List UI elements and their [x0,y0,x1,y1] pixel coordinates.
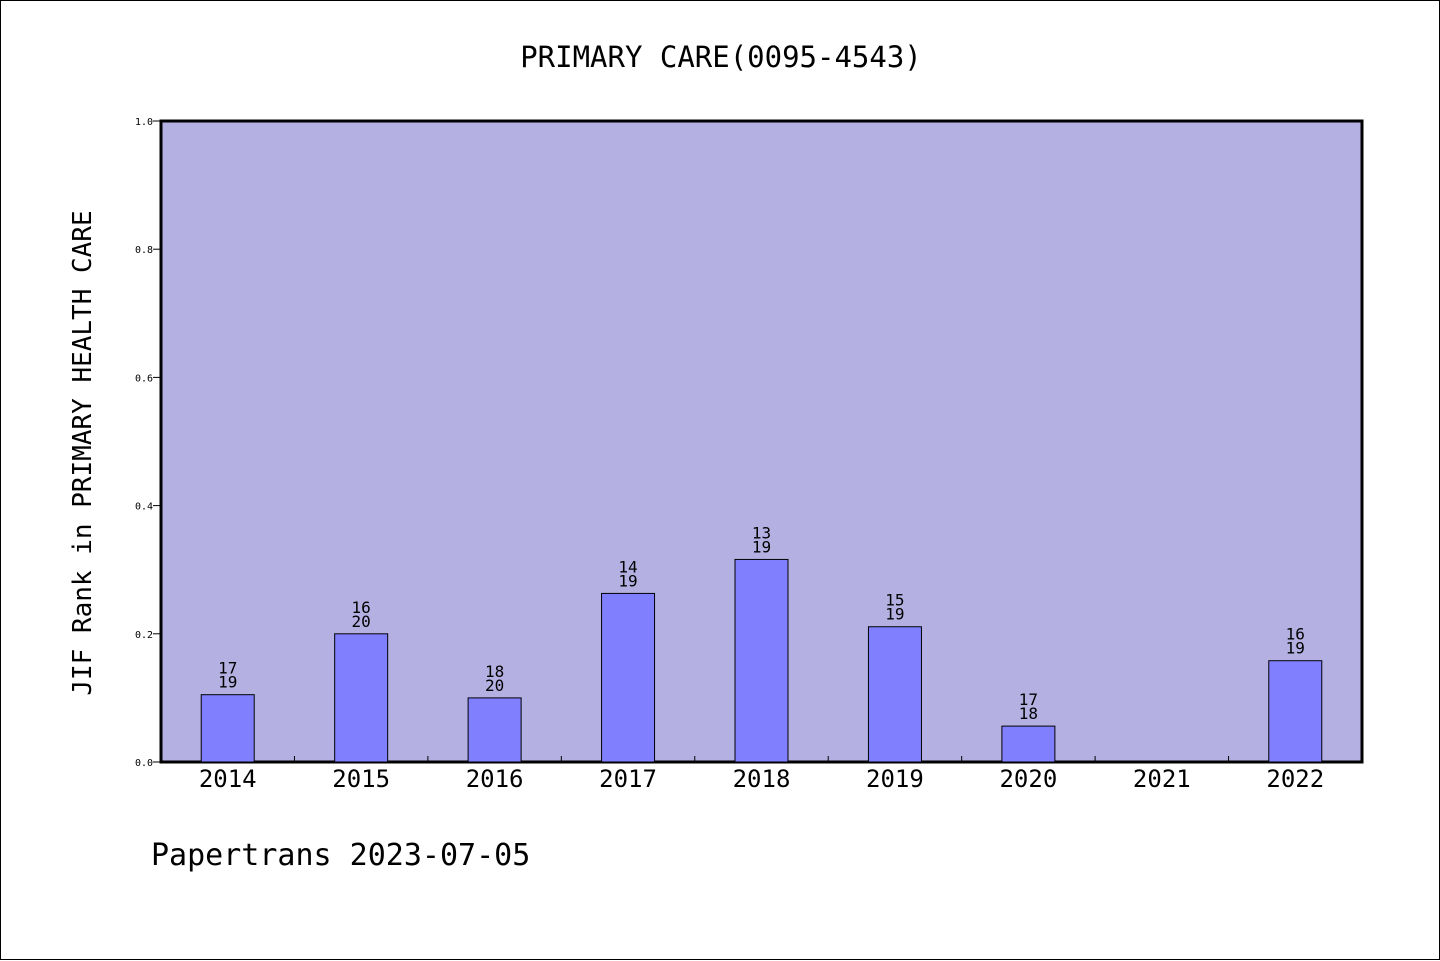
bar-total-label: 19 [885,605,904,624]
bar-2020 [1001,725,1056,763]
bar-2017 [601,592,656,763]
x-tick-label: 2018 [733,765,791,793]
y-tick-label: 0.6 [135,373,153,384]
bar-total-label: 20 [352,612,371,631]
y-tick-label: 0.8 [135,245,153,256]
bar-total-label: 19 [752,537,771,556]
y-tick-label: 0.2 [135,630,153,641]
bar-rank-label: 16 [352,598,371,617]
bar-rank-label: 17 [218,659,237,678]
bar-rank-label: 13 [752,523,771,542]
bar-rank-label: 18 [485,662,504,681]
bar-2018 [734,558,789,763]
bars [200,558,1323,763]
bar-total-label: 20 [485,676,504,695]
x-tick-label: 2016 [466,765,524,793]
x-tick-label: 2019 [866,765,924,793]
bar-total-label: 19 [218,673,237,692]
chart-title: PRIMARY CARE(0095-4543) [520,40,922,74]
bar-total-label: 19 [1286,639,1305,658]
y-tick-label: 0.4 [135,502,153,513]
x-tick-label: 2022 [1266,765,1324,793]
bar-rank-label: 16 [1286,625,1305,644]
bar-rank-label: 15 [885,591,904,610]
y-axis-title: JIF Rank in PRIMARY HEALTH CARE [68,210,98,695]
y-tick-label: 1.0 [135,117,153,128]
x-tick-label: 2017 [599,765,657,793]
bar-2019 [867,626,922,763]
footer-text: Papertrans 2023-07-05 [151,838,530,873]
bar-rank-label: 17 [1019,690,1038,709]
y-tick-label: 0.0 [135,758,153,769]
bar-total-label: 19 [618,571,637,590]
x-axis-ticks [293,756,1230,762]
x-axis-labels: 2014 2015 2016 2017 2018 2019 2020 2021 2022 [199,765,1324,793]
x-tick-label: 2014 [199,765,257,793]
bar-2014 [200,694,255,763]
bar-2022 [1268,660,1323,763]
x-tick-label: 2015 [332,765,390,793]
x-tick-label: 2021 [1133,765,1191,793]
bar-rank-label: 14 [618,557,637,576]
x-tick-label: 2020 [999,765,1057,793]
bar-2016 [467,697,522,763]
y-axis: 0.0 0.2 0.4 0.6 0.8 1.0 [135,117,161,769]
bar-2015 [334,633,389,763]
bar-total-label: 18 [1019,704,1038,723]
